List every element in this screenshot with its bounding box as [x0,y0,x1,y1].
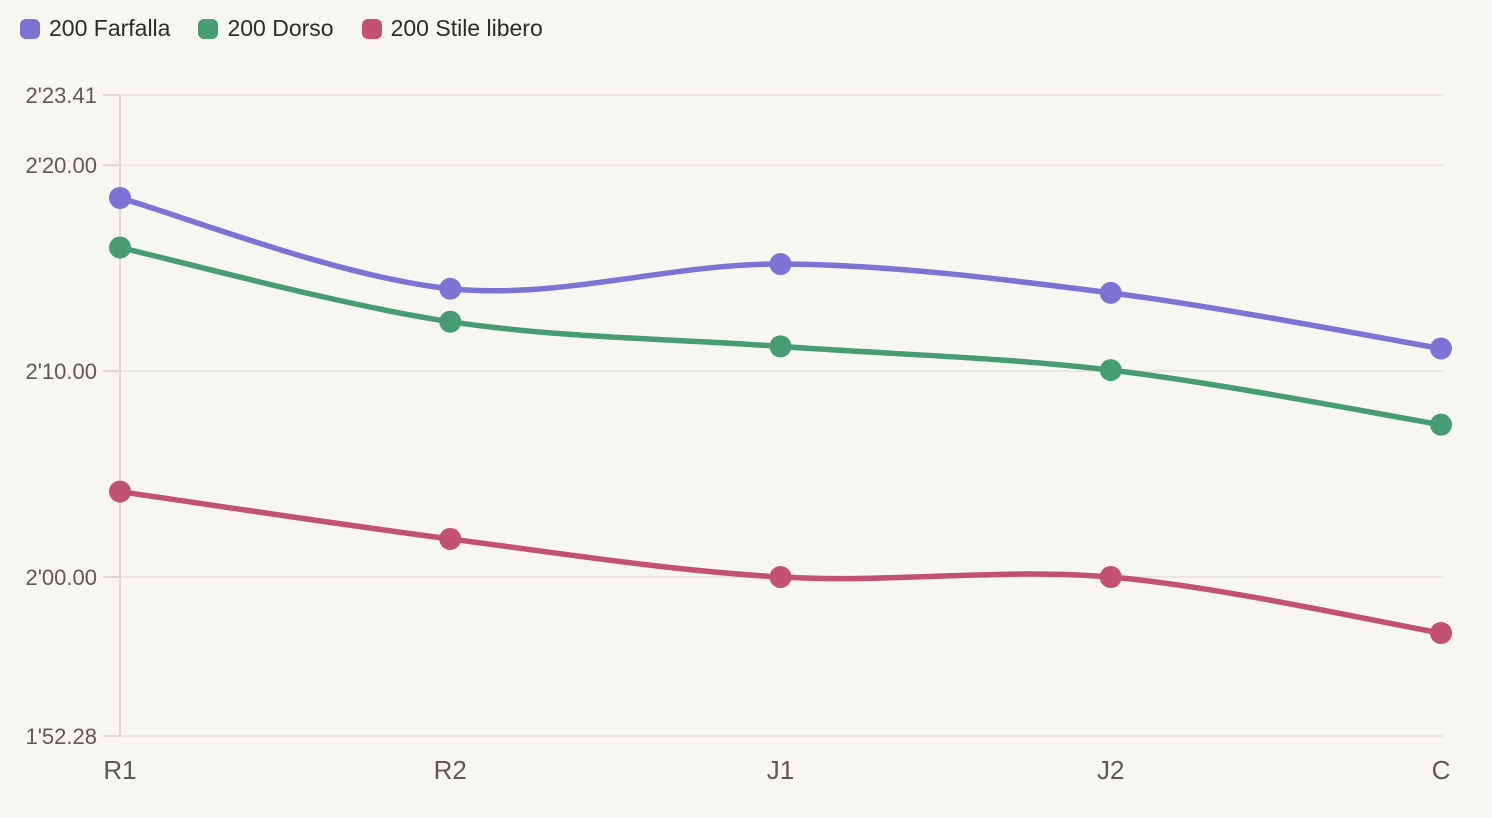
data-point[interactable] [1430,337,1452,360]
legend-label: 200 Dorso [227,15,334,41]
legend-item-200-farfalla[interactable]: 200 Farfalla [20,17,170,40]
x-axis-label: R1 [103,755,136,785]
data-point[interactable] [109,236,131,259]
legend-label: 200 Farfalla [49,15,171,41]
legend-swatch-icon [361,18,382,39]
legend-swatch-icon [198,18,219,39]
data-point[interactable] [769,253,792,276]
data-point[interactable] [1099,281,1122,304]
data-point[interactable] [1430,413,1452,436]
data-point[interactable] [1099,566,1122,589]
series-line-3 [117,488,1444,636]
y-axis-tick-label: 2'20.00 [26,153,98,178]
legend-item-200-stile-libero[interactable]: 200 Stile libero [361,15,543,41]
data-point[interactable] [1430,622,1452,645]
data-point[interactable] [769,335,792,358]
y-axis-tick-label: 2'10.00 [26,359,98,384]
data-point[interactable] [439,310,462,333]
legend-item-200-dorso[interactable]: 200 Dorso [198,15,334,41]
x-axis-label: R2 [434,755,467,785]
y-axis-tick-label: 2'00.00 [26,565,98,590]
y-axis-tick-label: 2'23.41 [26,83,98,108]
chart-legend: 200 Farfalla 200 Dorso 200 Stile libero [20,17,543,40]
x-axis-label: J2 [1097,755,1124,785]
x-axis-label: J1 [767,755,794,785]
legend-label: 200 Stile libero [390,15,543,41]
data-point[interactable] [1099,359,1122,382]
data-point[interactable] [109,186,131,209]
data-point[interactable] [769,566,792,589]
x-axis-label: C [1432,755,1451,785]
y-axis-tick-label: 1'52.28 [26,724,98,749]
data-point[interactable] [439,527,462,550]
legend-swatch-icon [20,18,40,39]
data-point[interactable] [109,480,131,503]
data-point[interactable] [439,277,462,300]
